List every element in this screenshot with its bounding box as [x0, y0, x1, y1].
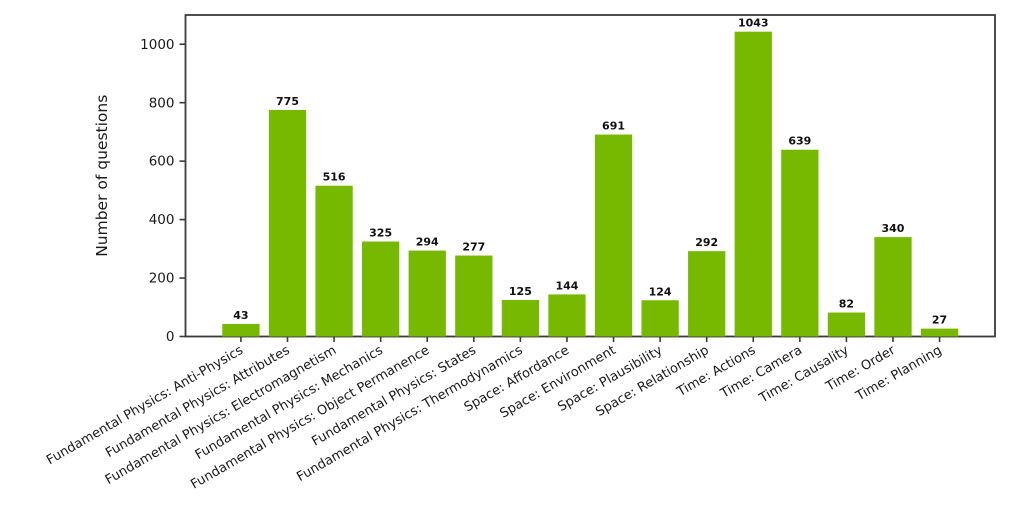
y-tick-label: 600 [149, 154, 175, 170]
bar [781, 149, 819, 337]
bar-value-label: 82 [839, 298, 854, 311]
bar-value-label: 639 [788, 135, 811, 148]
bar [408, 250, 446, 337]
bar [641, 300, 679, 337]
bar [827, 312, 866, 337]
bar-value-label: 691 [602, 120, 625, 133]
bar [920, 328, 959, 337]
bar-value-label: 125 [509, 285, 532, 298]
bar-value-label: 516 [323, 171, 346, 184]
bar-value-label: 1043 [738, 17, 769, 30]
y-axis-label: Number of questions [93, 95, 111, 257]
bar-value-label: 340 [882, 222, 905, 235]
bar [874, 237, 912, 337]
bar [548, 294, 586, 337]
y-tick-label: 0 [166, 329, 175, 345]
y-tick-label: 200 [149, 271, 175, 287]
bar-value-label: 144 [555, 279, 578, 292]
bar [734, 31, 772, 337]
bar [315, 185, 353, 337]
plot-border [184, 14, 996, 338]
bar [268, 109, 307, 337]
y-tick-label: 400 [149, 212, 175, 228]
bar-value-label: 124 [649, 285, 672, 298]
bar [362, 241, 400, 337]
bar-value-label: 27 [932, 314, 947, 327]
bar-value-label: 775 [276, 95, 299, 108]
bar [501, 299, 540, 337]
bar-value-label: 43 [233, 309, 248, 322]
bar [688, 251, 726, 337]
y-tick-label: 1000 [140, 37, 174, 53]
y-tick-label: 800 [149, 95, 175, 111]
bar [222, 323, 260, 337]
bar-value-label: 325 [369, 227, 392, 240]
bar-value-label: 292 [695, 236, 718, 249]
bar [455, 255, 493, 337]
bar-value-label: 294 [416, 236, 439, 249]
bar [594, 134, 633, 337]
bar-value-label: 277 [462, 241, 485, 254]
